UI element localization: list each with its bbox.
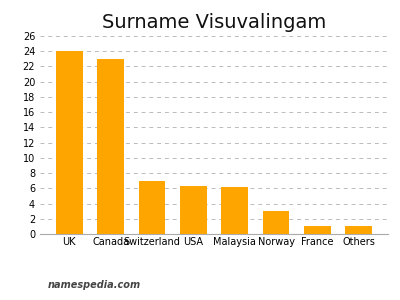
Bar xyxy=(345,226,372,234)
Bar xyxy=(262,211,290,234)
Text: namespedia.com: namespedia.com xyxy=(48,280,141,290)
Bar xyxy=(97,59,124,234)
Bar xyxy=(56,51,83,234)
Bar xyxy=(138,181,166,234)
Bar xyxy=(180,186,207,234)
Bar xyxy=(221,187,248,234)
Title: Surname Visuvalingam: Surname Visuvalingam xyxy=(102,13,326,32)
Bar xyxy=(304,226,331,234)
